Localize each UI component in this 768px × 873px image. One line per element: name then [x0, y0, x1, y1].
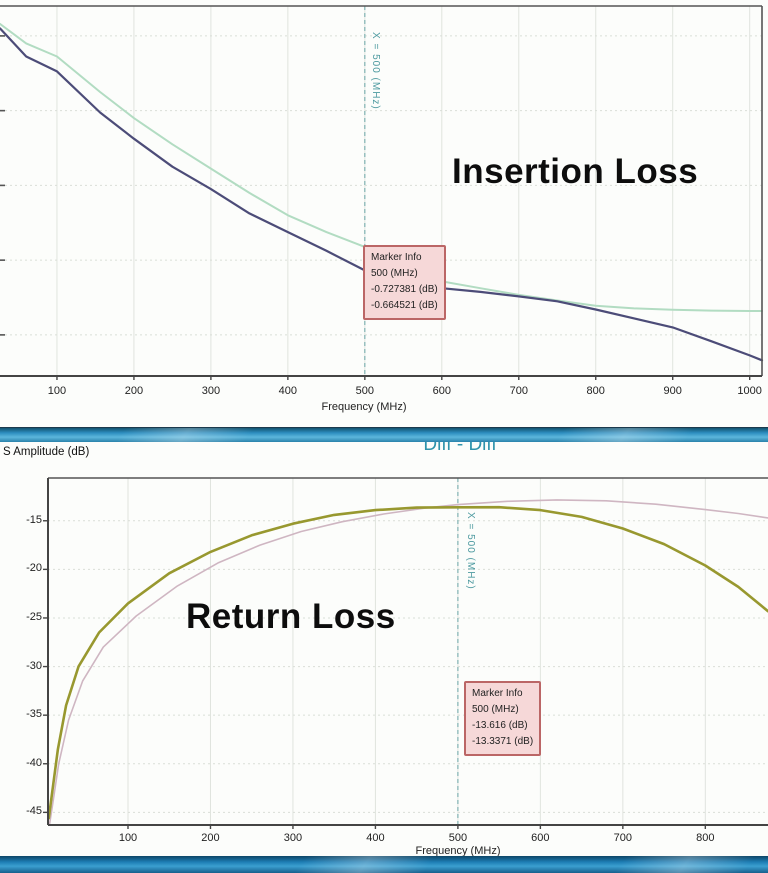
marker-freq-value: 500 (MHz)	[472, 704, 519, 715]
marker-trace1-value: -0.727381 (dB)	[371, 284, 438, 295]
x-tick-label: 600	[531, 832, 550, 844]
marker-info-box-top[interactable]: Marker Info 500 (MHz) -0.727381 (dB) -0.…	[363, 245, 446, 320]
marker-info-title: Marker Info	[472, 688, 523, 699]
y-tick-label: -35	[26, 708, 42, 721]
bar-streak	[555, 428, 695, 442]
x-tick-label: 700	[509, 385, 528, 397]
marker-info-box-bottom[interactable]: Marker Info 500 (MHz) -13.616 (dB) -13.3…	[464, 681, 542, 756]
series-trace-pink	[48, 499, 768, 825]
x-tick-label: 500	[355, 385, 375, 397]
marker-trace1-value: -13.616 (dB)	[472, 720, 528, 731]
marker-trace2-value: -13.3371 (dB)	[472, 736, 534, 747]
y-tick-label: -45	[26, 805, 42, 818]
x-tick-label: 100	[118, 832, 138, 844]
insertion-loss-title: Insertion Loss	[452, 152, 699, 191]
x-tick-label: 400	[278, 385, 298, 397]
y-axis-title-bottom: S Amplitude (dB)	[3, 446, 90, 458]
x-tick-label: 900	[663, 385, 682, 397]
marker-trace2-value: -0.664521 (dB)	[371, 300, 438, 311]
window-divider-bar[interactable]	[0, 427, 768, 442]
marker-x-label-bottom: X = 500 (MHz)	[465, 512, 476, 590]
y-tick-label: -25	[26, 610, 42, 623]
bar-streak	[614, 856, 756, 873]
x-tick-label: 500	[448, 832, 468, 844]
x-tick-label: 400	[366, 832, 385, 844]
marker-x-label-top: X = 500 (MHz)	[370, 32, 381, 110]
x-tick-label: 300	[201, 385, 221, 397]
x-tick-label: 200	[201, 832, 220, 844]
window-bottom-bar[interactable]	[0, 856, 768, 873]
x-tick-label: 600	[432, 385, 451, 397]
y-tick-label: -20	[26, 562, 42, 575]
x-tick-label: 800	[586, 385, 605, 397]
x-tick-label: 1000	[737, 385, 762, 397]
return-loss-title: Return Loss	[186, 597, 396, 636]
x-tick-label: 800	[696, 832, 715, 844]
y-tick-label: -15	[26, 513, 42, 526]
marker-info-title: Marker Info	[371, 252, 422, 263]
y-tick-label: -40	[26, 756, 42, 769]
x-tick-label: 700	[613, 832, 633, 844]
y-tick-label: -30	[26, 659, 42, 672]
x-axis-title-bottom: Frequency (MHz)	[415, 845, 501, 857]
bar-streak	[115, 428, 255, 442]
x-tick-label: 200	[124, 385, 144, 397]
x-tick-label: 100	[47, 385, 67, 397]
marker-freq-value: 500 (MHz)	[371, 268, 418, 279]
x-tick-label: 300	[283, 832, 303, 844]
bar-streak	[294, 856, 436, 873]
series-trace-olive	[47, 505, 768, 820]
x-axis-title-top: Frequency (MHz)	[321, 401, 407, 413]
